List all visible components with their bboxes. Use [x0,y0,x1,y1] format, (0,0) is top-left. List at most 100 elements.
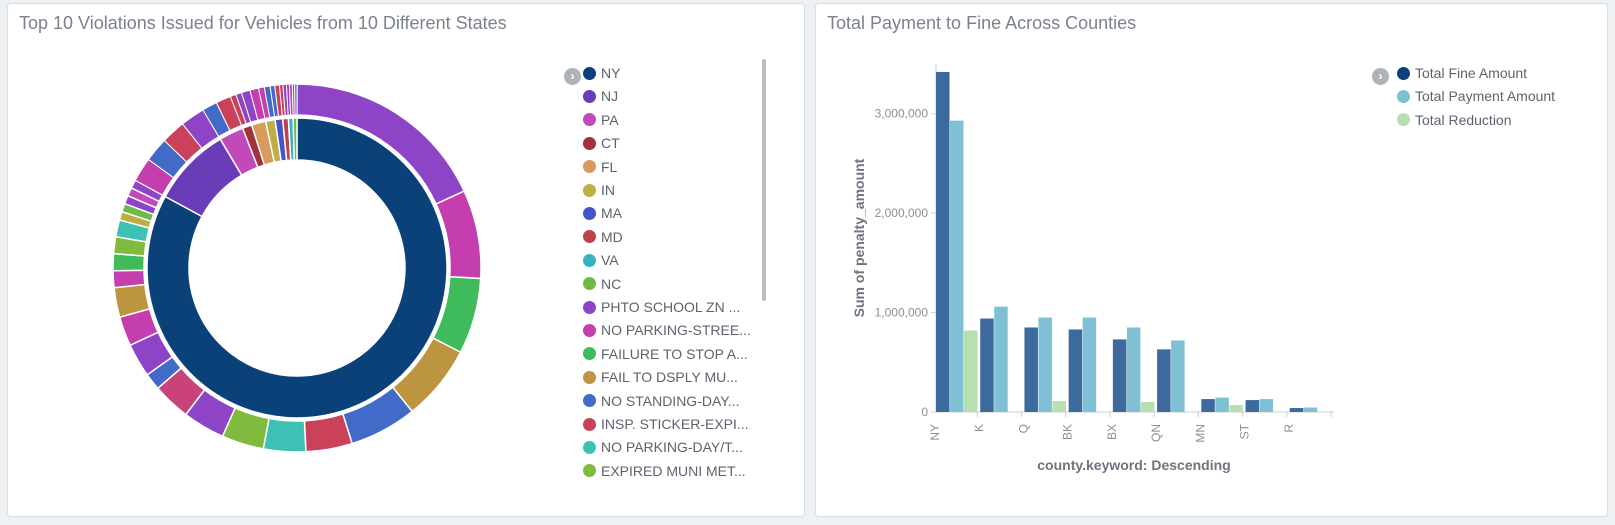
legend-label: NY [601,65,621,81]
legend-label: FL [601,158,618,175]
x-tick-label-bx: BX [1105,424,1119,440]
donut-inner-slice-nc[interactable] [292,117,298,161]
legend-toggle-icon[interactable]: › [564,68,581,85]
legend-dot-icon [583,160,596,174]
legend-item-va[interactable]: VA [583,250,619,270]
bar-k-total-payment-amount[interactable] [994,306,1008,412]
legend-dot-icon [583,89,596,103]
legend-item-pa[interactable]: PA [583,110,619,130]
bar-bk-total-fine-amount[interactable] [1068,329,1083,412]
y-tick-label: 3,000,000 [875,107,929,121]
bar-bk-total-payment-amount[interactable] [1082,317,1097,412]
bar-bx-total-payment-amount[interactable] [1126,327,1141,412]
legend-dot-icon [583,394,596,408]
legend-label: FAILURE TO STOP A... [601,345,748,362]
legend-dot-icon [583,323,596,337]
legend-dot-icon [583,277,596,291]
x-tick-label-r: R [1282,424,1296,433]
y-tick-label: 1,000,000 [875,306,929,320]
x-axis-title: county.keyword: Descending [1037,457,1230,473]
legend-label: MA [601,205,622,222]
bar-ny-total-reduction[interactable] [964,330,978,412]
bar-bx-total-fine-amount[interactable] [1112,339,1127,412]
legend-label: NO PARKING-DAY/T... [601,439,743,456]
bar-legend: Total Fine Amount Total Payment Amount Tot… [1397,63,1607,143]
bar-st-total-payment-amount[interactable] [1259,399,1274,412]
legend-item-phto-school-zn[interactable]: PHTO SCHOOL ZN ... [583,297,740,317]
bar-qn-total-payment-amount[interactable] [1171,340,1185,412]
legend-item-expired-muni-met[interactable]: EXPIRED MUNI MET... [583,461,746,481]
legend-item-fail-to-dsply-mu[interactable]: FAIL TO DSPLY MU... [583,367,738,387]
x-tick-label-q: Q [1016,424,1030,433]
legend-label: NO PARKING-STREE... [601,322,751,339]
legend-dot-icon [583,464,596,478]
legend-dot-icon [583,370,596,384]
x-tick-label-qn: QN [1149,424,1163,442]
donut-outer-slice-nc-1[interactable] [294,83,298,116]
bar-legend-label: Total Payment Amount [1415,88,1556,105]
legend-dot-icon [583,230,596,244]
legend-item-nc[interactable]: NC [583,274,621,294]
bar-q-total-reduction[interactable] [1052,401,1066,412]
legend-item-insp-sticker-expi[interactable]: INSP. STICKER-EXPI... [583,414,749,434]
legend-item-in[interactable]: IN [583,180,615,200]
bar-q-total-payment-amount[interactable] [1038,317,1052,412]
bar-bx-total-reduction[interactable] [1140,402,1155,412]
legend-label: NO STANDING-DAY... [601,392,740,409]
legend-item-no-standing-day[interactable]: NO STANDING-DAY... [583,391,739,411]
bar-k-total-fine-amount[interactable] [980,318,994,412]
y-tick-label: 0 [921,405,928,419]
violations-panel-title: Top 10 Violations Issued for Vehicles fr… [19,13,507,33]
bar-ny-total-payment-amount[interactable] [950,120,964,412]
bar-q-total-fine-amount[interactable] [1024,327,1038,412]
legend-item-nj[interactable]: NJ [583,86,618,106]
bar-st-total-fine-amount[interactable] [1245,400,1260,412]
legend-item-ct[interactable]: CT [583,133,620,153]
donut-legend: NY NJ PA CT FL IN MA MD VA NC PHTO SCHOOL ZN ... NO… [583,63,763,488]
legend-item-no-parking-stree[interactable]: NO PARKING-STREE... [583,320,751,340]
donut-inner-slice-ny[interactable] [146,117,448,419]
bar-r-total-fine-amount[interactable] [1289,408,1304,412]
legend-label: EXPIRED MUNI MET... [601,462,746,479]
legend-item-ma[interactable]: MA [583,203,622,223]
legend-scrollbar[interactable] [762,59,766,301]
legend-dot-icon [1397,113,1410,127]
legend-dot-icon [583,417,596,431]
bar-legend-item-total-payment-amount[interactable]: Total Payment Amount [1397,86,1555,106]
bar-legend-item-total-fine-amount[interactable]: Total Fine Amount [1397,63,1527,83]
legend-item-fl[interactable]: FL [583,157,617,177]
legend-label: NC [601,275,622,292]
legend-dot-icon [583,136,596,150]
legend-label: IN [601,182,615,198]
legend-item-no-parking-day-t[interactable]: NO PARKING-DAY/T... [583,437,743,457]
legend-dot-icon [583,300,596,314]
bar-mn-total-payment-amount[interactable] [1215,397,1229,412]
bar-qn-total-fine-amount[interactable] [1157,349,1171,412]
legend-label: CT [601,135,620,152]
legend-label: PA [601,111,619,128]
legend-item-failure-to-stop-a[interactable]: FAILURE TO STOP A... [583,344,748,364]
legend-dot-icon [583,113,596,127]
legend-item-ny[interactable]: NY [583,63,620,83]
legend-dot-icon [1397,89,1410,103]
bar-legend-label: Total Fine Amount [1415,65,1528,81]
legend-dot-icon [583,66,596,80]
y-tick-label: 2,000,000 [875,206,929,220]
legend-dot-icon [583,347,596,361]
bar-legend-toggle-icon[interactable]: › [1372,68,1389,85]
bar-legend-item-total-reduction[interactable]: Total Reduction [1397,110,1512,130]
legend-dot-icon [583,206,596,220]
bar-mn-total-fine-amount[interactable] [1201,399,1215,412]
legend-dot-icon [583,253,596,267]
legend-label: NJ [601,88,619,105]
x-tick-label-bk: BK [1061,424,1075,440]
bar-mn-total-reduction[interactable] [1229,405,1243,412]
legend-item-md[interactable]: MD [583,227,623,247]
legend-label: FAIL TO DSPLY MU... [601,369,738,386]
bar-r-total-payment-amount[interactable] [1303,407,1318,412]
legend-dot-icon [583,183,596,197]
x-tick-label-st: ST [1238,423,1252,439]
bar-ny-total-fine-amount[interactable] [936,71,950,412]
